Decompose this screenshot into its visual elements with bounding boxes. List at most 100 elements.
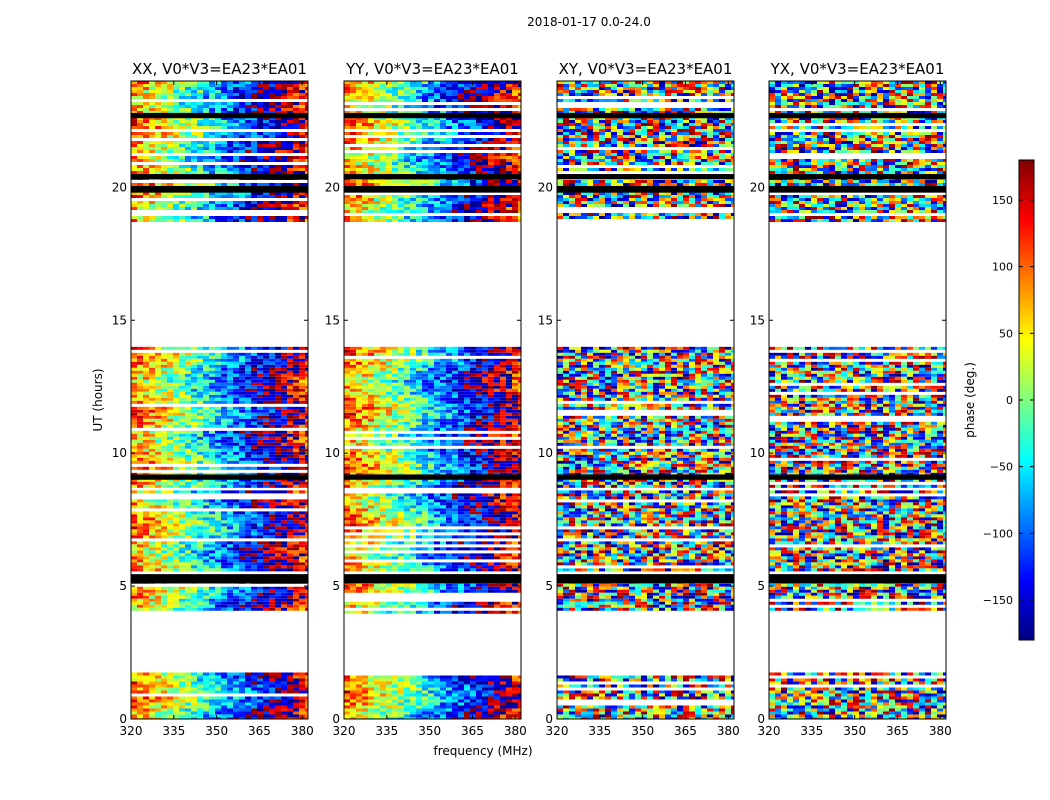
heatmap-cell	[263, 430, 269, 434]
heatmap-cell	[518, 681, 521, 685]
heatmap-cell	[374, 517, 380, 521]
heatmap-cell	[149, 553, 155, 557]
heatmap-cell	[275, 684, 281, 688]
heatmap-cell	[185, 201, 191, 204]
heatmap-cell	[179, 159, 185, 162]
heatmap-cell	[257, 87, 263, 90]
heatmap-cell	[287, 705, 293, 709]
heatmap-cell	[185, 195, 191, 198]
heatmap-cell	[482, 711, 488, 715]
heatmap-cell	[356, 708, 362, 712]
heatmap-cell	[257, 454, 263, 458]
heatmap-cell	[221, 424, 227, 428]
heatmap-cell	[440, 693, 446, 697]
heatmap-cell	[263, 708, 269, 712]
heatmap-cell	[299, 711, 305, 715]
heatmap-cell	[203, 684, 209, 688]
heatmap-cell	[149, 454, 155, 458]
heatmap-cell	[269, 696, 275, 700]
heatmap-cell	[197, 708, 203, 712]
heatmap-cell	[356, 610, 362, 614]
heatmap-cell	[209, 192, 215, 195]
heatmap-cell	[179, 394, 185, 398]
heatmap-cell	[275, 418, 281, 422]
heatmap-cell	[269, 108, 275, 111]
heatmap-cell	[287, 216, 293, 219]
heatmap-cell	[173, 195, 179, 198]
heatmap-cell	[305, 84, 308, 87]
heatmap-cell	[500, 553, 506, 557]
heatmap-cell	[233, 355, 239, 359]
heatmap-cell	[263, 526, 269, 530]
heatmap-cell	[185, 436, 191, 440]
heatmap-cell	[233, 445, 239, 449]
heatmap-cell	[239, 592, 245, 596]
heatmap-cell	[281, 520, 287, 524]
heatmap-cell	[155, 358, 161, 362]
heatmap-cell	[299, 400, 305, 404]
heatmap-cell	[191, 120, 197, 123]
heatmap-cell	[131, 430, 137, 434]
heatmap-cell	[428, 502, 434, 506]
heatmap-cell	[269, 105, 275, 108]
heatmap-cell	[470, 589, 476, 593]
heatmap-cell	[452, 687, 458, 691]
heatmap-cell	[209, 168, 215, 171]
heatmap-cell	[374, 505, 380, 509]
heatmap-cell	[287, 168, 293, 171]
heatmap-cell	[287, 466, 293, 470]
heatmap-cell	[293, 156, 299, 159]
heatmap-cell	[464, 711, 470, 715]
heatmap-cell	[275, 394, 281, 398]
heatmap-cell	[299, 448, 305, 452]
heatmap-cell	[173, 559, 179, 563]
heatmap-cell	[215, 409, 221, 413]
heatmap-cell	[275, 562, 281, 566]
heatmap-cell	[191, 433, 197, 437]
heatmap-cell	[434, 604, 440, 608]
heatmap-cell	[245, 358, 251, 362]
heatmap-cell	[269, 201, 275, 204]
heatmap-cell	[458, 502, 464, 506]
heatmap-cell	[191, 361, 197, 365]
heatmap-cell	[263, 541, 269, 545]
heatmap-cell	[476, 717, 482, 719]
heatmap-cell	[374, 699, 380, 703]
heatmap-cell	[287, 532, 293, 536]
heatmap-cell	[263, 598, 269, 602]
heatmap-cell	[362, 681, 368, 685]
heatmap-cell	[263, 123, 269, 126]
heatmap-cell	[191, 466, 197, 470]
heatmap-cell	[299, 355, 305, 359]
heatmap-cell	[245, 520, 251, 524]
heatmap-cell	[233, 397, 239, 401]
heatmap-cell	[269, 436, 275, 440]
heatmap-cell	[476, 499, 482, 503]
heatmap-cell	[344, 508, 350, 512]
heatmap-cell	[227, 141, 233, 144]
heatmap-cell	[380, 520, 386, 524]
panel-title: XX, V0*V3=EA23*EA01	[132, 60, 307, 78]
heatmap-cell	[452, 699, 458, 703]
heatmap-cell	[203, 672, 209, 676]
heatmap-cell	[143, 355, 149, 359]
heatmap-cell	[374, 514, 380, 518]
heatmap-cell	[239, 684, 245, 688]
heatmap-cell	[281, 672, 287, 676]
heatmap-cell	[209, 439, 215, 443]
heatmap-cell	[422, 714, 428, 718]
heatmap-cell	[386, 717, 392, 719]
heatmap-cell	[143, 565, 149, 569]
heatmap-cell	[137, 460, 143, 464]
heatmap-cell	[137, 439, 143, 443]
heatmap-cell	[161, 565, 167, 569]
heatmap-cell	[179, 562, 185, 566]
heatmap-cell	[167, 397, 173, 401]
heatmap-cell	[299, 678, 305, 682]
heatmap-cell	[293, 550, 299, 554]
heatmap-cell	[245, 141, 251, 144]
heatmap-cell	[239, 559, 245, 563]
heatmap-cell	[233, 696, 239, 700]
heatmap-cell	[203, 358, 209, 362]
heatmap-cell	[380, 523, 386, 527]
